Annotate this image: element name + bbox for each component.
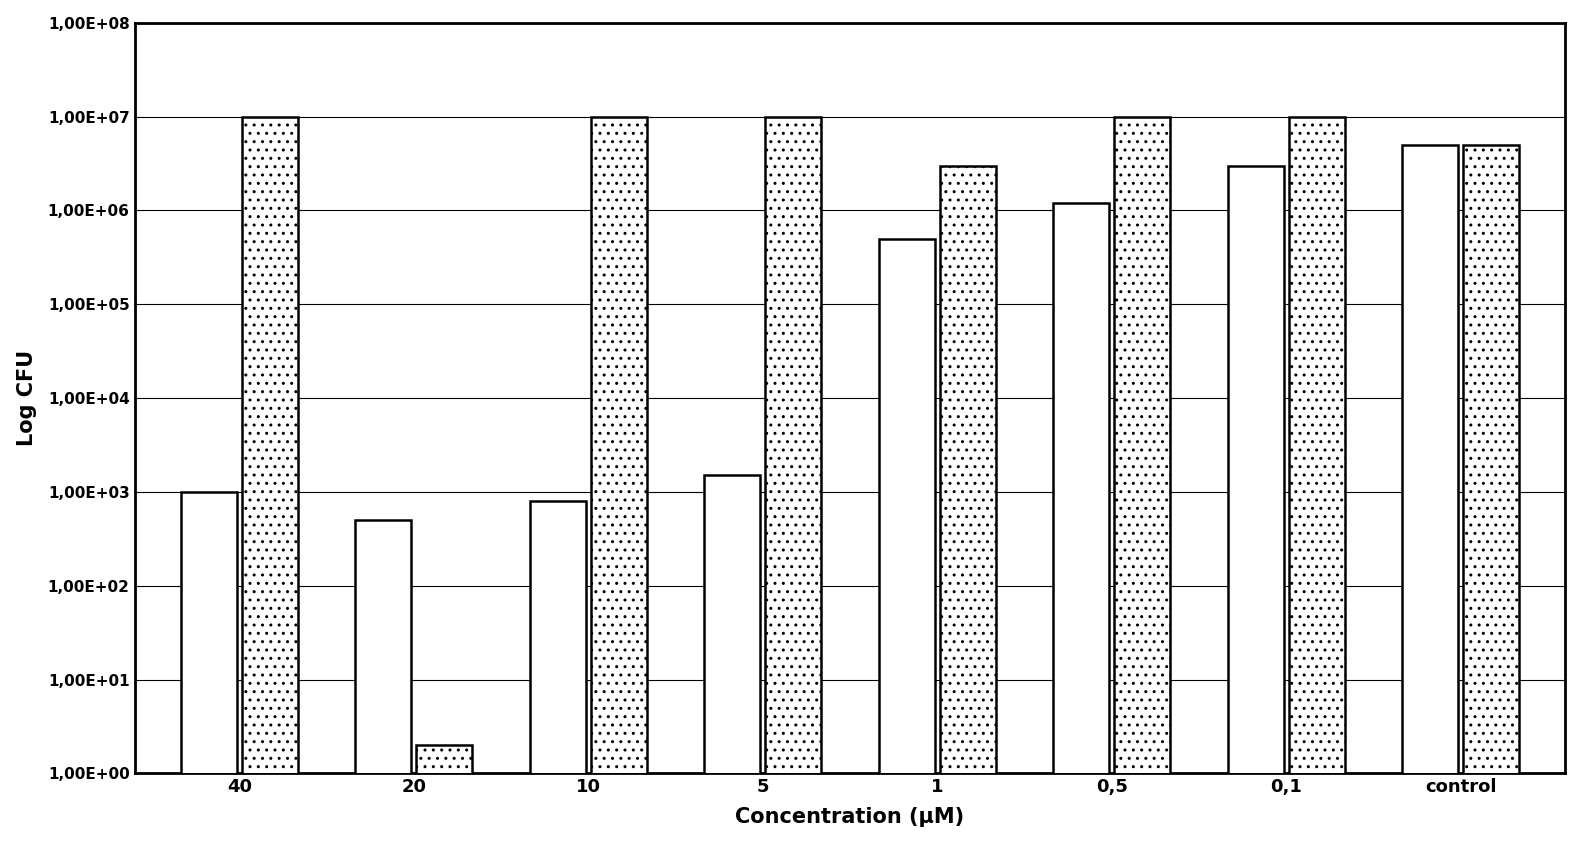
Bar: [1289, 116, 1345, 844]
Bar: [1054, 203, 1109, 844]
Bar: [180, 492, 237, 844]
Bar: [356, 520, 411, 844]
Bar: [416, 745, 471, 844]
X-axis label: Concentration (μM): Concentration (μM): [736, 808, 965, 827]
Bar: [1463, 145, 1519, 844]
Bar: [590, 116, 647, 844]
Bar: [242, 116, 297, 844]
Bar: [1402, 145, 1459, 844]
Bar: [1114, 116, 1171, 844]
Bar: [766, 116, 821, 844]
Y-axis label: Log CFU: Log CFU: [17, 350, 36, 446]
Bar: [940, 165, 995, 844]
Bar: [530, 501, 585, 844]
Bar: [878, 239, 935, 844]
Bar: [1228, 165, 1283, 844]
Bar: [704, 475, 759, 844]
